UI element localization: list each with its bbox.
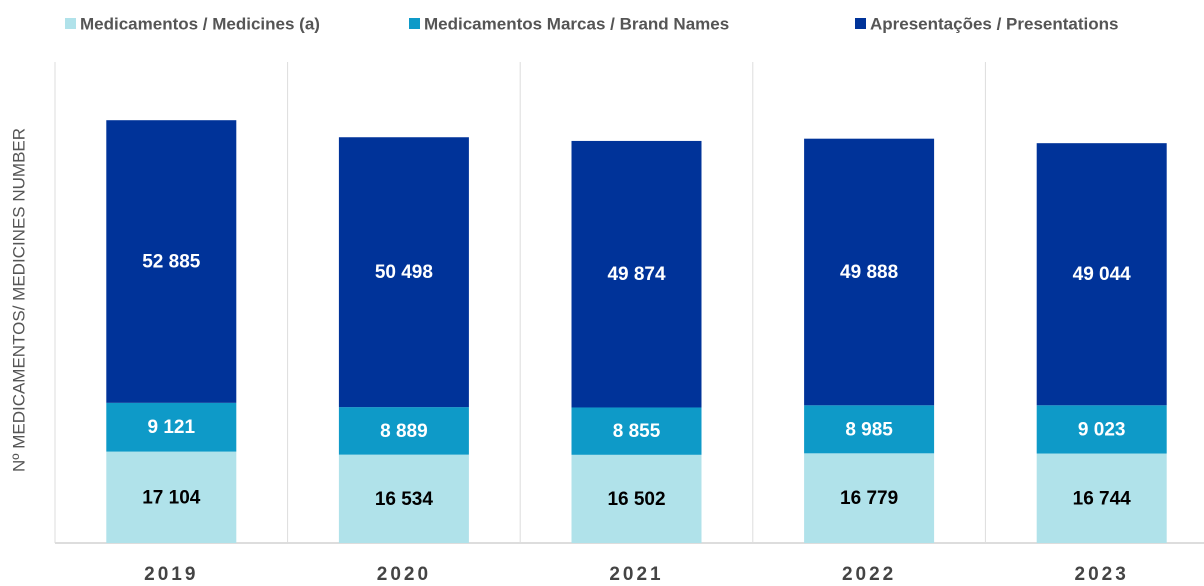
data-label: 8 889 [380,421,428,442]
data-label: 17 104 [142,487,201,508]
bar-segment [1036,405,1167,454]
x-tick-label: 2019 [144,564,198,585]
bar-segment [338,454,469,543]
data-label: 50 498 [375,262,433,283]
legend-label: Apresentações / Presentations [870,14,1118,33]
legend-swatch [65,18,76,29]
x-tick-label: 2020 [377,564,431,585]
legend-label: Medicamentos Marcas / Brand Names [424,14,729,33]
data-label: 16 502 [607,489,665,510]
bar-segment [106,120,237,403]
data-label: 52 885 [142,252,201,273]
bar-segment [804,405,935,454]
data-label: 8 855 [613,421,661,442]
y-axis-label: Nº MEDICAMENTOS/ MEDICINES NUMBER [9,128,28,472]
legend-swatch [409,18,420,29]
bar-segment [338,137,469,408]
bar-segment [338,407,469,455]
data-label: 49 044 [1073,264,1132,285]
data-label: 9 121 [148,417,196,438]
data-label: 8 985 [845,419,893,440]
bar-segment [571,454,702,543]
x-tick-label: 2022 [842,564,896,585]
data-label: 49 874 [607,264,666,285]
bar-segment [804,453,935,543]
data-label: 16 779 [840,488,898,509]
bar-segment [571,140,702,408]
legend-label: Medicamentos / Medicines (a) [80,14,320,33]
bar-segment [804,138,935,406]
data-label: 16 744 [1073,488,1132,509]
bar-segment [1036,143,1167,406]
data-label: 9 023 [1078,419,1126,440]
data-label: 49 888 [840,262,898,283]
x-tick-label: 2023 [1075,564,1129,585]
bar-segment [106,402,237,452]
bar-segment [571,407,702,455]
data-label: 16 534 [375,489,434,510]
x-tick-label: 2021 [609,564,663,585]
bar-segment [106,451,237,543]
legend-swatch [855,18,866,29]
bar-segment [1036,453,1167,543]
